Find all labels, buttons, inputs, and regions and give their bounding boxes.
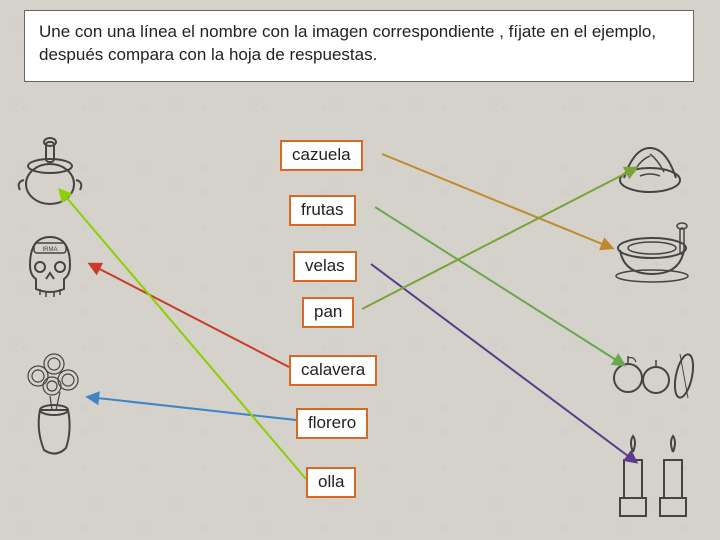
calavera-image: IRMA [10,225,90,305]
word-frutas: frutas [289,195,356,226]
word-velas: velas [293,251,357,282]
frutas-image [602,330,702,410]
word-cazuela: cazuela [280,140,363,171]
velas-image [612,430,702,525]
word-label: frutas [301,200,344,219]
word-label: calavera [301,360,365,379]
word-calavera: calavera [289,355,377,386]
word-label: olla [318,472,344,491]
word-label: cazuela [292,145,351,164]
word-florero: florero [296,408,368,439]
cazuela-image [608,212,703,292]
word-olla: olla [306,467,356,498]
word-label: pan [314,302,342,321]
word-pan: pan [302,297,354,328]
instruction-box: Une con una línea el nombre con la image… [24,10,694,82]
florero-image [10,340,90,460]
olla-image [10,130,90,210]
word-label: velas [305,256,345,275]
pan-image [610,128,690,208]
word-label: florero [308,413,356,432]
instruction-text: Une con una línea el nombre con la image… [39,22,656,64]
svg-text:IRMA: IRMA [43,247,58,253]
